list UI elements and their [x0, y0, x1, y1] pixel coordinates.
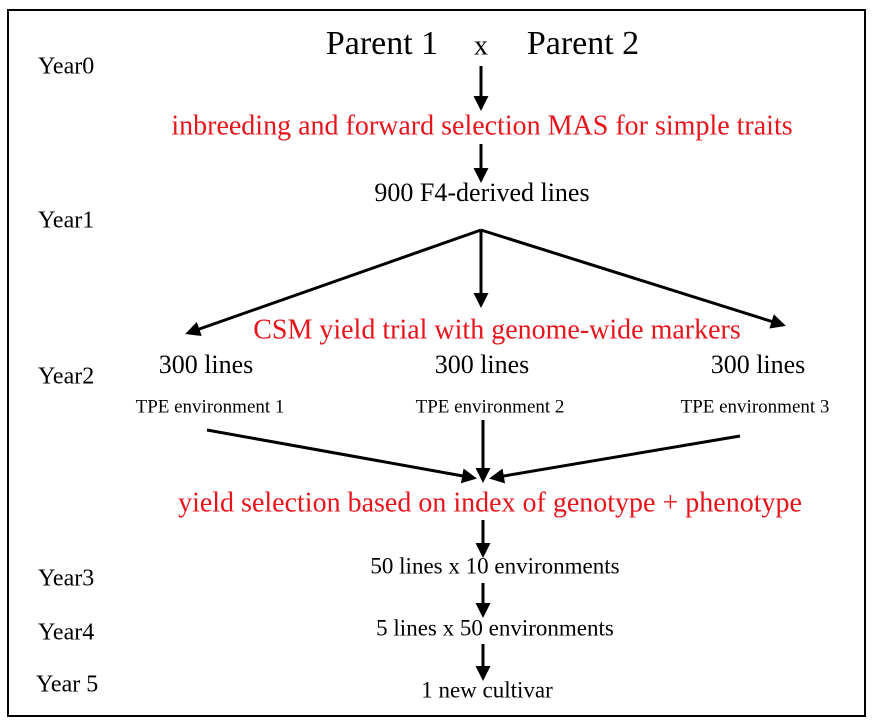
parent: Parent 2 — [527, 25, 639, 62]
frame — [7, 9, 866, 717]
year-label: Year3 — [38, 566, 94, 592]
year-label: Year0 — [38, 54, 94, 80]
arrow — [206, 428, 477, 484]
year-label: Year 5 — [36, 672, 98, 698]
branch-lines: 300 lines — [159, 350, 254, 379]
branch-lines: 300 lines — [711, 350, 806, 379]
node: 900 F4-derived lines — [374, 178, 589, 207]
step: CSM yield trial with genome-wide markers — [253, 314, 741, 345]
year-label: Year1 — [38, 208, 94, 234]
branch-lines: 300 lines — [435, 350, 530, 379]
parent: Parent 1 — [326, 25, 438, 62]
arrow — [185, 228, 482, 337]
step: yield selection based on index of genoty… — [178, 487, 802, 518]
node: 50 lines x 10 environments — [370, 553, 619, 578]
year-label: Year4 — [38, 620, 94, 646]
arrow — [480, 228, 786, 329]
cross-symbol: x — [474, 30, 488, 61]
branch-environment: TPE environment 2 — [416, 396, 565, 417]
year-label: Year2 — [38, 364, 94, 390]
arrow — [489, 434, 741, 484]
step: inbreeding and forward selection MAS for… — [171, 110, 792, 141]
branch-environment: TPE environment 3 — [681, 396, 830, 417]
node: 5 lines x 50 environments — [376, 615, 614, 640]
node: 1 new cultivar — [421, 677, 553, 702]
branch-environment: TPE environment 1 — [136, 396, 285, 417]
